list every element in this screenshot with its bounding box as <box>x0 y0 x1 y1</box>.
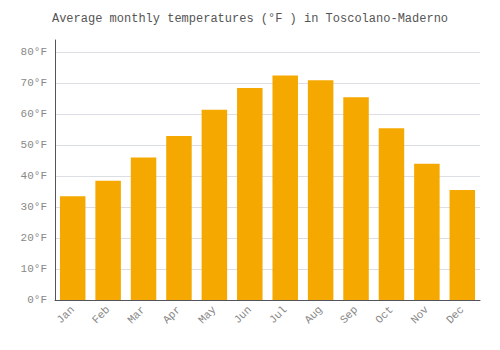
svg-text:Nov: Nov <box>409 303 432 326</box>
svg-text:0°F: 0°F <box>27 294 47 306</box>
svg-text:60°F: 60°F <box>21 108 47 120</box>
svg-text:70°F: 70°F <box>21 77 47 89</box>
svg-text:80°F: 80°F <box>21 46 47 58</box>
svg-text:20°F: 20°F <box>21 232 47 244</box>
svg-text:Average monthly temperatures (: Average monthly temperatures (°F ) in To… <box>52 12 448 26</box>
svg-text:Feb: Feb <box>90 304 112 326</box>
svg-text:Mar: Mar <box>125 304 147 326</box>
svg-text:Oct: Oct <box>373 304 395 326</box>
svg-text:40°F: 40°F <box>21 170 47 182</box>
svg-text:May: May <box>196 303 219 326</box>
svg-text:Aug: Aug <box>302 304 324 326</box>
svg-text:Sep: Sep <box>338 304 360 326</box>
svg-text:30°F: 30°F <box>21 201 47 213</box>
svg-text:50°F: 50°F <box>21 139 47 151</box>
svg-text:10°F: 10°F <box>21 263 47 275</box>
svg-text:Dec: Dec <box>444 304 466 326</box>
svg-text:Apr: Apr <box>161 304 183 326</box>
svg-text:Jul: Jul <box>267 304 289 326</box>
svg-text:Jun: Jun <box>232 304 254 326</box>
svg-text:Jan: Jan <box>54 304 76 326</box>
